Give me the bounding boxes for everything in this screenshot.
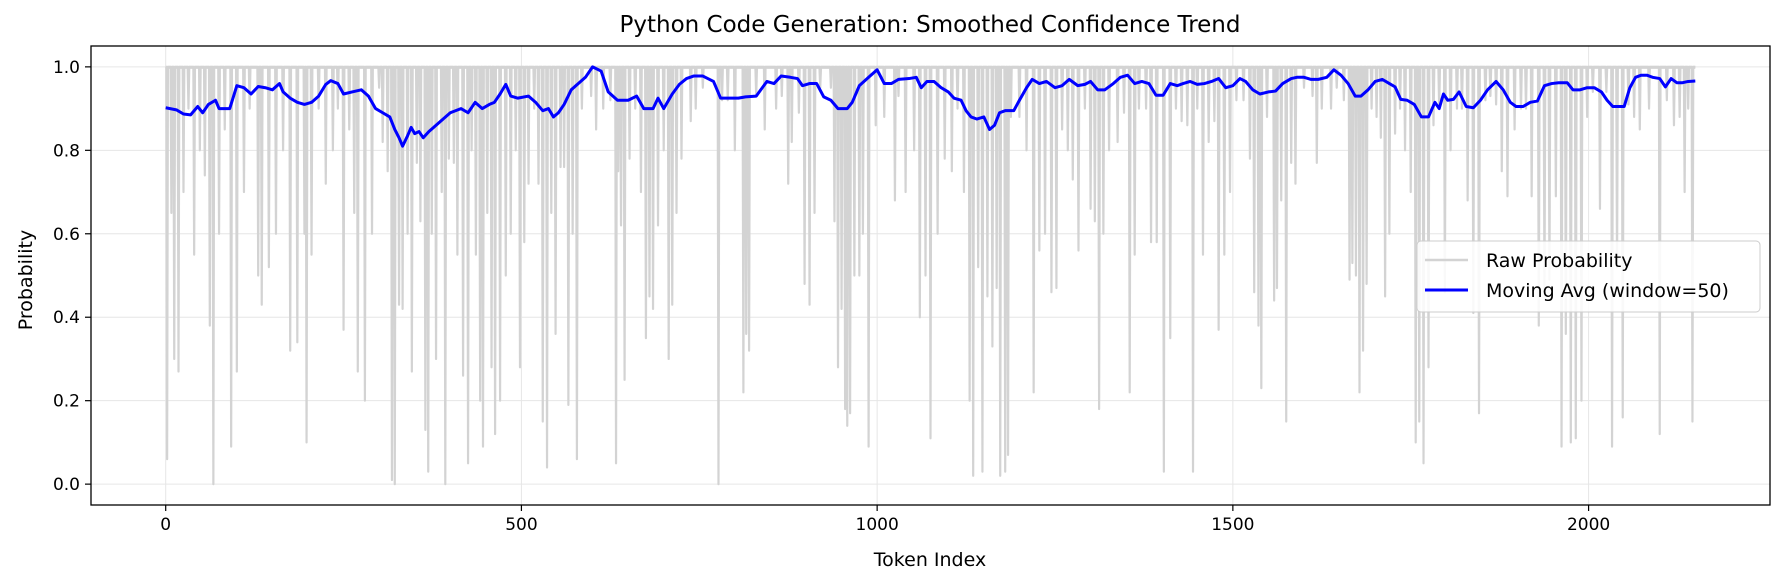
plot-frame — [90, 45, 1771, 506]
legend-box — [1416, 240, 1761, 313]
moving-average-series — [165, 65, 1696, 148]
x-tick-label: 1000 — [856, 515, 899, 535]
y-tick-label: 0.4 — [53, 308, 80, 328]
y-tick-label: 0.8 — [53, 141, 80, 161]
legend: Raw Probability Moving Avg (window=50) — [1416, 240, 1761, 313]
moving-average-line — [165, 65, 1696, 148]
y-tick-label: 0.6 — [53, 225, 80, 245]
x-axis-title: Token Index — [873, 549, 986, 571]
raw-probability-series — [165, 65, 1696, 486]
x-tick-label: 500 — [505, 515, 537, 535]
y-axis-title: Probability — [15, 230, 37, 330]
y-tick-label: 0.0 — [53, 475, 80, 495]
y-tick-label: 0.2 — [53, 392, 80, 412]
y-tick-label: 1.0 — [53, 58, 80, 78]
raw-probability-baseline — [165, 65, 1696, 69]
x-tick-label: 2000 — [1567, 515, 1610, 535]
legend-label-raw-probability: Raw Probability — [1486, 250, 1632, 272]
x-tick-label: 0 — [160, 515, 171, 535]
axis-ticks: 0 500 1000 1500 2000 0.0 0.2 0.4 0.6 0.8 1.0 — [53, 58, 1610, 535]
chart-title: Python Code Generation: Smoothed Confide… — [620, 12, 1241, 38]
x-tick-label: 1500 — [1211, 515, 1254, 535]
legend-label-moving-average: Moving Avg (window=50) — [1486, 280, 1729, 302]
